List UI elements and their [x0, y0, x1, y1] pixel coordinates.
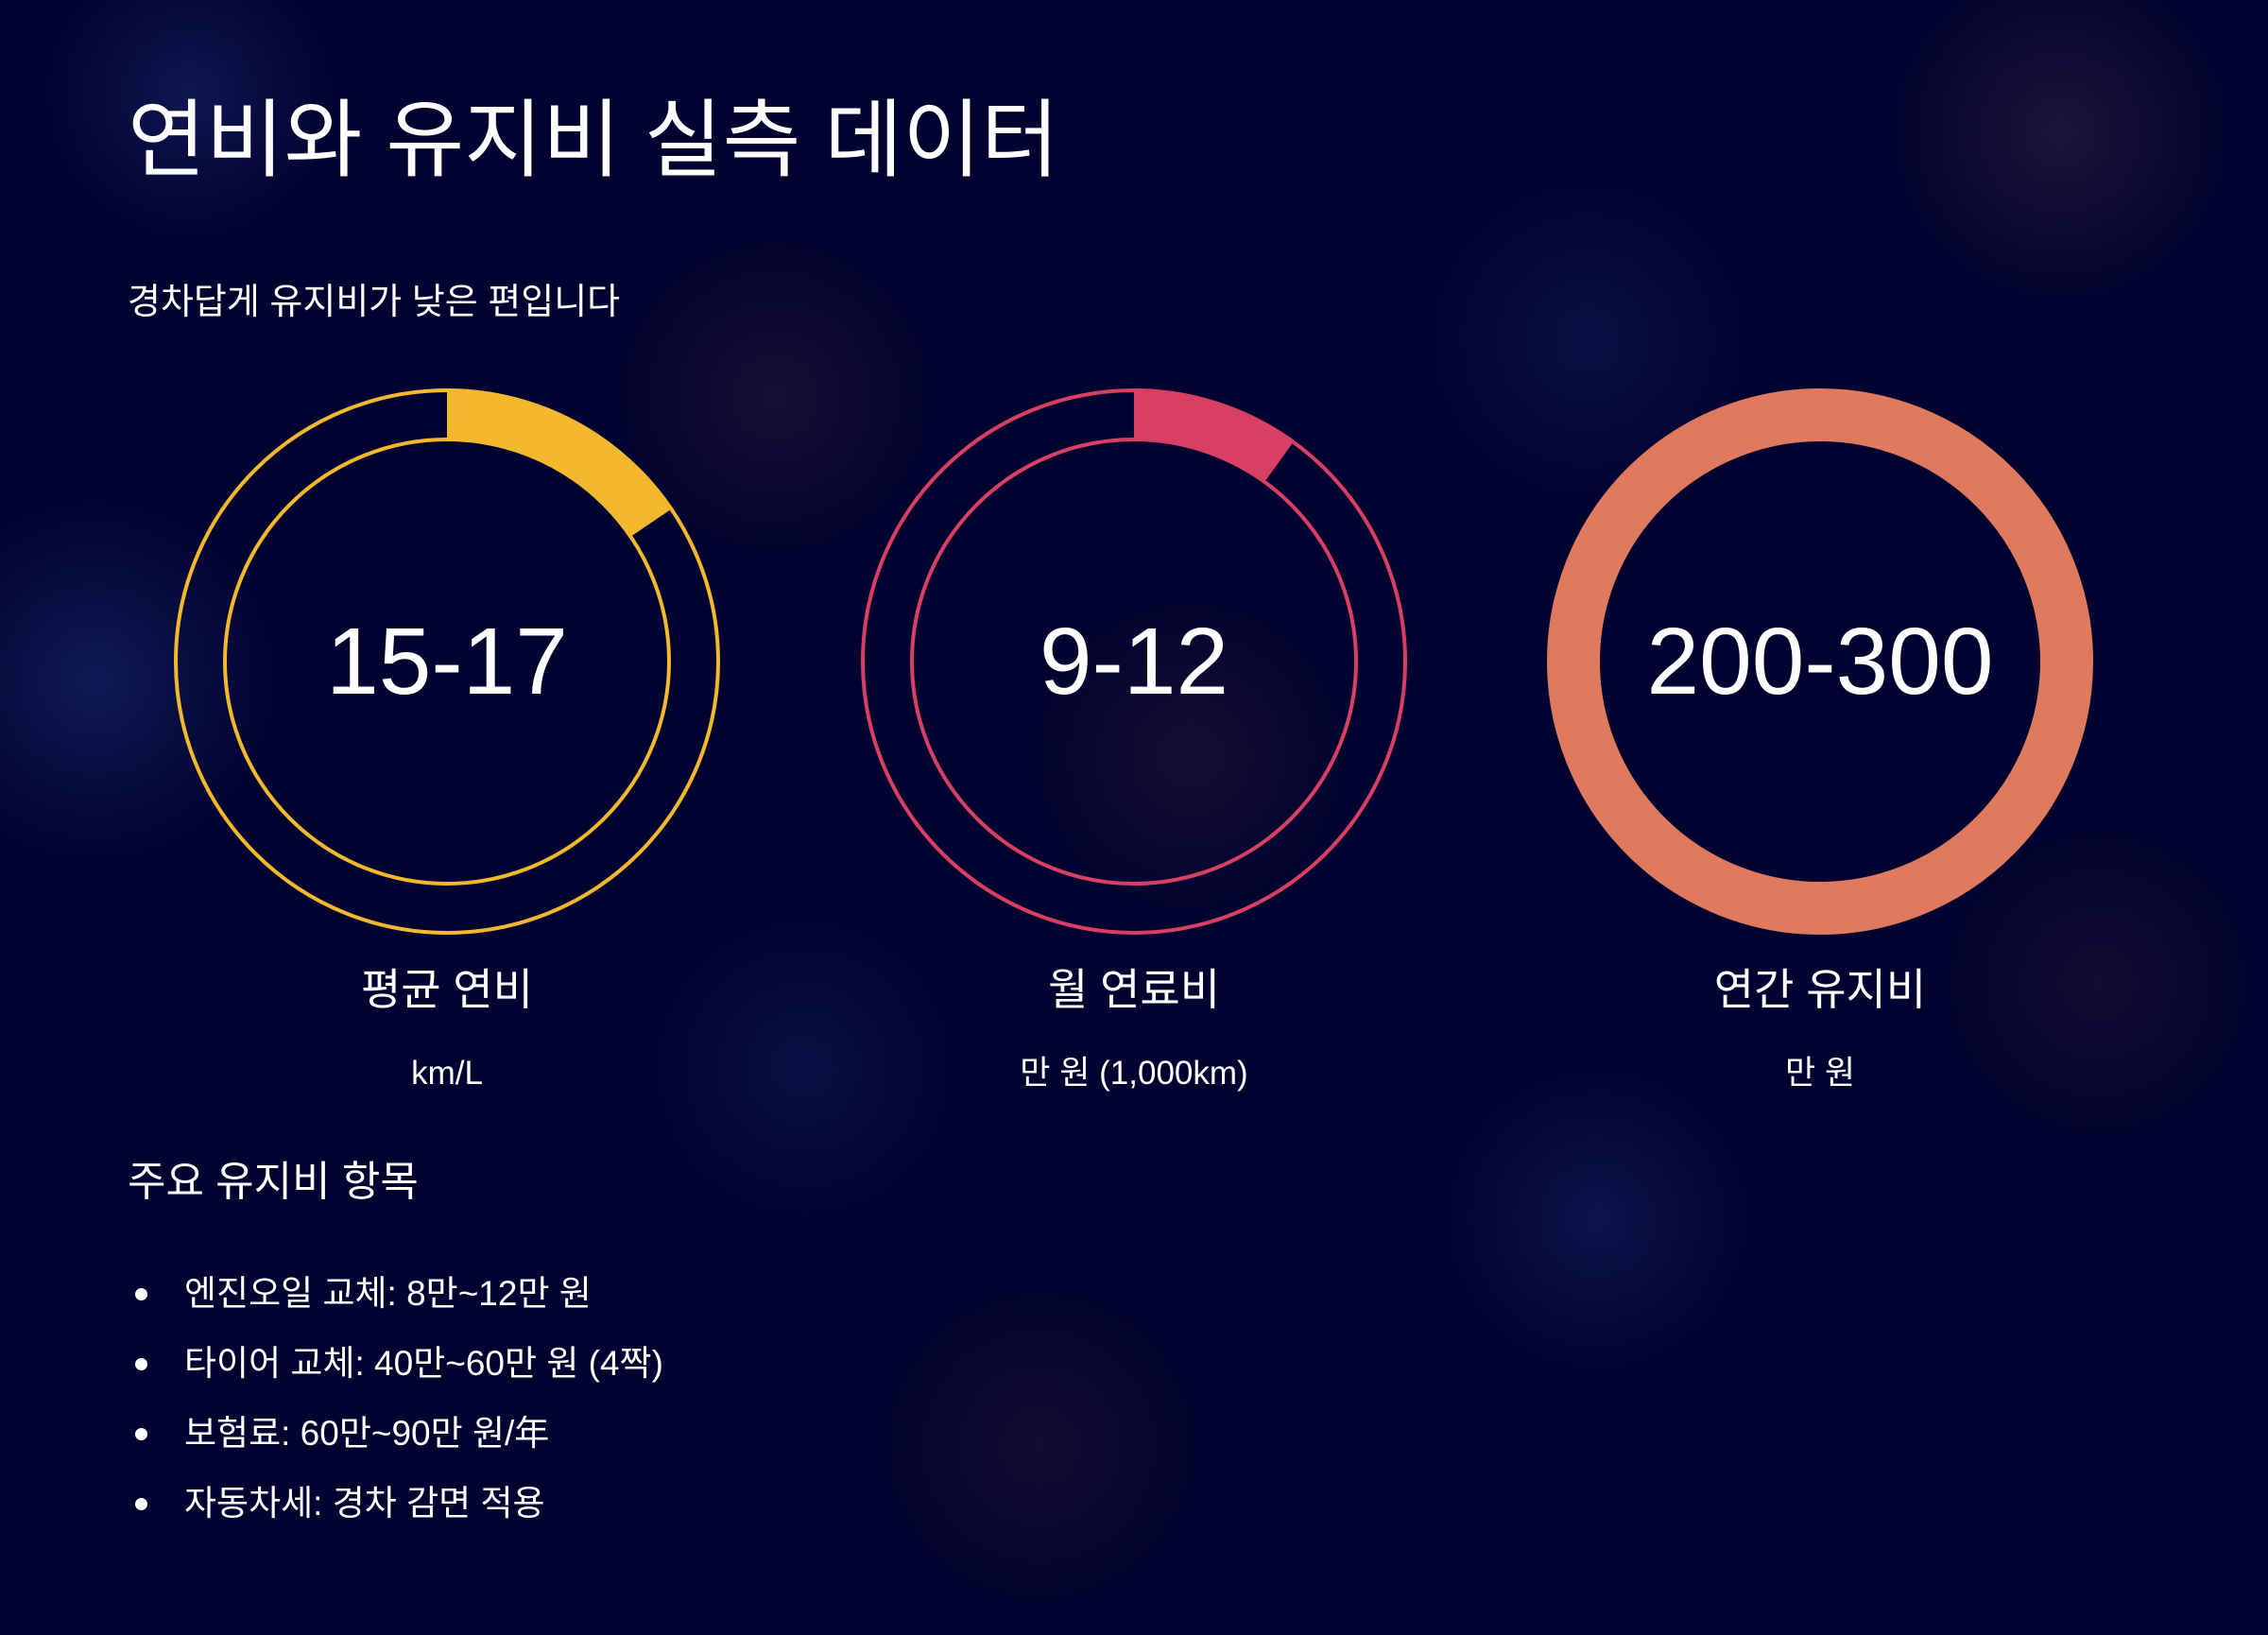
- gauge-monthly-fuel-cost: 9-12 월 연료비 만 원 (1,000km): [850, 378, 1418, 1092]
- maintenance-list: 엔진오일 교체: 8만~12만 원 타이어 교체: 40만~60만 원 (4짝)…: [128, 1268, 663, 1548]
- bullet-dot-icon: [135, 1288, 147, 1300]
- background-glow: [850, 1285, 1228, 1607]
- gauge-label: 연간 유지비: [1713, 965, 1927, 1014]
- gauge-fill-arc: [1134, 390, 1294, 482]
- page-title: 연비와 유지비 실측 데이터: [128, 94, 1059, 188]
- list-item-text: 타이어 교체: 40만~60만 원 (4짝): [184, 1344, 663, 1383]
- background-glow: [1436, 1058, 1758, 1380]
- page-subtitle: 경차답게 유지비가 낮은 편입니다: [128, 283, 621, 322]
- gauge-label: 월 연료비: [1047, 965, 1221, 1014]
- gauge-value: 9-12: [1039, 609, 1229, 714]
- gauge-unit: 만 원: [1784, 1055, 1856, 1092]
- gauge-value: 200-300: [1646, 609, 1994, 714]
- list-item: 보험료: 60만~90만 원/年: [128, 1408, 663, 1478]
- list-item-text: 자동차세: 경차 감면 적용: [184, 1484, 545, 1523]
- list-item-text: 보험료: 60만~90만 원/年: [184, 1414, 550, 1453]
- maintenance-heading: 주요 유지비 항목: [128, 1159, 419, 1205]
- gauge-fill-arc: [447, 390, 672, 537]
- gauge-value: 15-17: [326, 609, 568, 714]
- gauge-ring-fuel-cost: [861, 388, 1407, 935]
- gauge-average-fuel-economy: 15-17 평균 연비 km/L: [163, 378, 730, 1092]
- gauge-ring-fuel-economy: [174, 388, 720, 935]
- list-item: 타이어 교체: 40만~60만 원 (4짝): [128, 1338, 663, 1408]
- list-item: 엔진오일 교체: 8만~12만 원: [128, 1268, 663, 1338]
- bullet-dot-icon: [135, 1358, 147, 1370]
- gauge-label: 평균 연비: [360, 965, 534, 1014]
- gauge-annual-maintenance-cost: 200-300 연간 유지비 만 원: [1537, 378, 2104, 1092]
- bullet-dot-icon: [135, 1498, 147, 1510]
- bullet-dot-icon: [135, 1428, 147, 1440]
- gauge-ring-maintenance: [1547, 388, 2093, 935]
- list-item-text: 엔진오일 교체: 8만~12만 원: [184, 1274, 592, 1313]
- background-glow: [1871, 0, 2249, 302]
- list-item: 자동차세: 경차 감면 적용: [128, 1478, 663, 1548]
- gauge-unit: 만 원 (1,000km): [1020, 1055, 1248, 1092]
- gauge-unit: km/L: [411, 1055, 483, 1092]
